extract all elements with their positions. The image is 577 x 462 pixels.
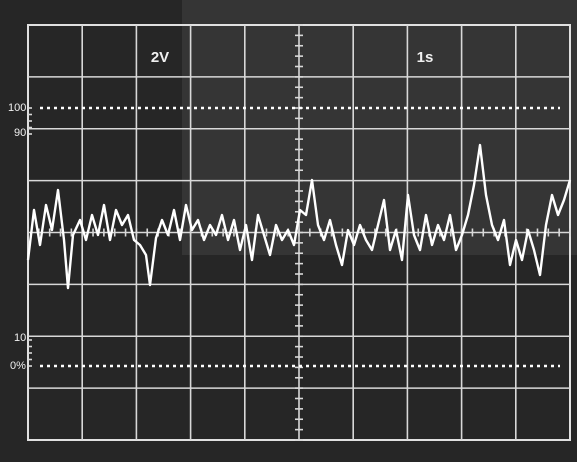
level-label: 10 <box>14 332 26 344</box>
graticule <box>27 24 571 441</box>
level-label: 0% <box>10 360 26 372</box>
level-label: 100 <box>8 102 26 114</box>
waveform-trace <box>26 143 572 290</box>
time-per-div: 1s <box>417 49 434 66</box>
glare <box>182 0 577 255</box>
volts-per-div: 2V <box>151 49 169 66</box>
level-label: 90 <box>14 127 26 139</box>
